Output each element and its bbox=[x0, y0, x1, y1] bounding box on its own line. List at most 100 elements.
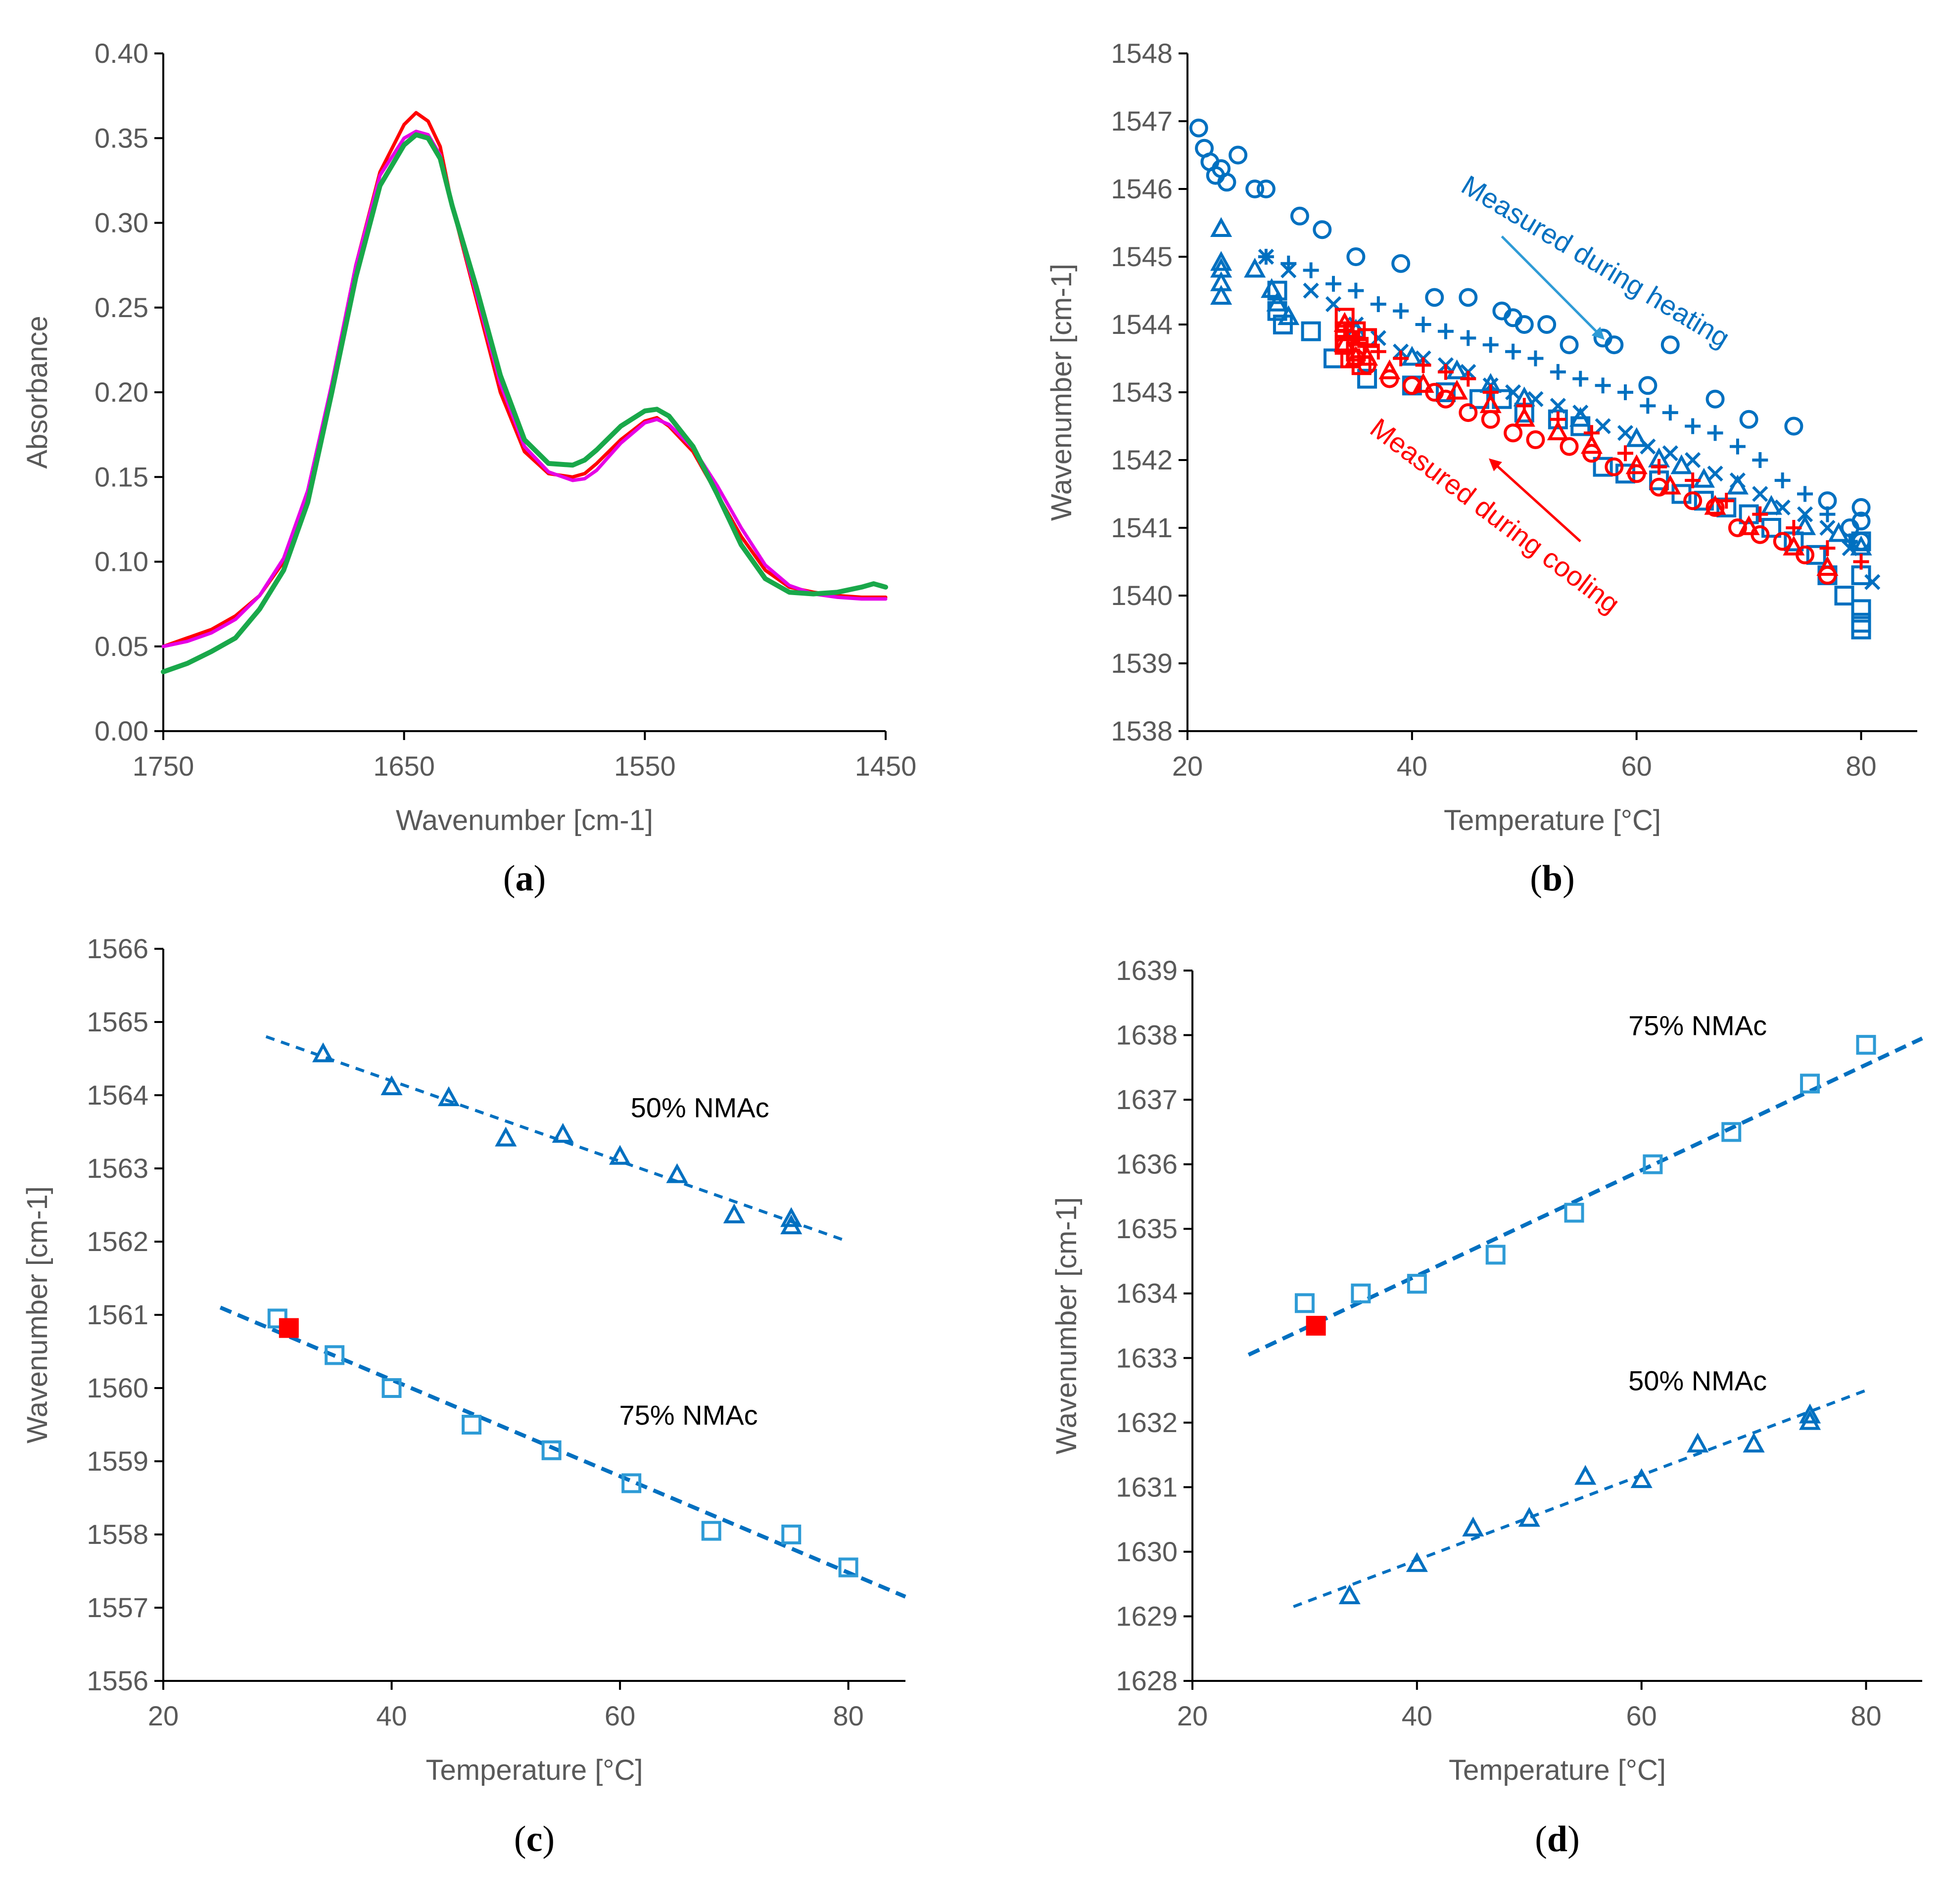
x-tick-label: 80 bbox=[1850, 1700, 1881, 1731]
data-point bbox=[1217, 173, 1236, 192]
data-point bbox=[1605, 457, 1624, 476]
data-point bbox=[1784, 417, 1803, 436]
x-tick-label: 1550 bbox=[614, 750, 676, 782]
data-point bbox=[838, 1557, 858, 1578]
y-tick-label: 1541 bbox=[1111, 512, 1173, 543]
y-tick-label: 1629 bbox=[1116, 1600, 1178, 1631]
data-point bbox=[780, 1214, 803, 1235]
panel-label-close: ) bbox=[534, 858, 546, 899]
data-point bbox=[1459, 288, 1478, 307]
x-tick-label: 40 bbox=[1397, 750, 1427, 782]
data-point bbox=[1313, 220, 1332, 239]
data-point bbox=[1595, 418, 1611, 434]
y-axis-title: Wavenumber [cm-1] bbox=[21, 1186, 53, 1443]
annotation-arrow bbox=[1501, 235, 1605, 340]
x-tick-label: 20 bbox=[1177, 1700, 1208, 1731]
trend-line bbox=[219, 1305, 906, 1599]
data-point bbox=[1301, 321, 1321, 341]
data-point bbox=[1357, 369, 1377, 389]
data-point bbox=[1729, 472, 1746, 489]
data-point bbox=[495, 1126, 517, 1147]
series-label: 75% NMAc bbox=[1628, 1010, 1767, 1041]
data-point bbox=[1752, 506, 1768, 522]
data-point bbox=[1460, 371, 1476, 387]
data-point bbox=[1280, 262, 1297, 279]
panel-label-close: ) bbox=[1563, 858, 1575, 899]
data-point bbox=[1303, 262, 1319, 279]
data-point bbox=[1459, 403, 1478, 422]
data-point bbox=[1485, 1245, 1506, 1265]
data-point bbox=[1650, 477, 1669, 497]
data-point bbox=[1595, 377, 1611, 394]
y-tick-label: 1558 bbox=[87, 1519, 148, 1550]
data-point bbox=[1851, 619, 1871, 640]
y-tick-label: 1542 bbox=[1111, 444, 1173, 475]
data-point bbox=[1267, 280, 1287, 301]
data-point bbox=[1340, 348, 1361, 369]
data-point bbox=[1290, 206, 1309, 226]
data-point bbox=[1393, 350, 1409, 367]
data-point bbox=[1760, 495, 1783, 515]
data-point bbox=[1570, 416, 1591, 436]
data-point bbox=[1446, 379, 1468, 400]
panel-label-open: ( bbox=[514, 1819, 526, 1859]
data-point bbox=[1617, 445, 1633, 462]
panel-label-letter: a bbox=[516, 858, 534, 899]
data-point bbox=[1210, 217, 1232, 237]
data-point bbox=[1704, 495, 1726, 515]
y-tick-label: 1635 bbox=[1116, 1213, 1178, 1244]
data-point bbox=[1685, 472, 1701, 489]
x-tick-label: 1750 bbox=[133, 750, 194, 782]
data-point bbox=[1662, 445, 1678, 462]
data-point bbox=[1783, 535, 1805, 556]
data-point bbox=[1348, 282, 1364, 299]
data-point bbox=[1774, 499, 1791, 516]
data-point bbox=[1256, 180, 1276, 198]
data-point bbox=[1625, 454, 1648, 474]
data-point bbox=[462, 1415, 482, 1435]
data-point bbox=[1560, 437, 1579, 456]
panel-d: 1628 1629 1630 1631 1632 1633 1634 1635 1636 1637… bbox=[1050, 955, 1923, 1859]
data-point bbox=[1437, 323, 1454, 339]
data-point bbox=[1407, 1274, 1427, 1294]
data-point bbox=[1834, 586, 1854, 605]
data-point bbox=[1819, 519, 1836, 536]
y-tick-label: 1560 bbox=[87, 1372, 148, 1403]
data-point bbox=[1617, 425, 1634, 441]
y-tick-label: 1538 bbox=[1111, 715, 1173, 746]
data-point bbox=[1851, 511, 1871, 531]
panel-label: (b) bbox=[1530, 858, 1574, 899]
data-point bbox=[1605, 335, 1624, 355]
data-point bbox=[1687, 1433, 1709, 1453]
data-point bbox=[1583, 425, 1600, 441]
data-point bbox=[1479, 393, 1502, 414]
data-point bbox=[1351, 1283, 1371, 1303]
data-point bbox=[781, 1525, 802, 1544]
data-point bbox=[1660, 335, 1680, 355]
series-label: 75% NMAc bbox=[619, 1399, 758, 1431]
data-point bbox=[1659, 474, 1681, 495]
x-tick-label: 40 bbox=[376, 1700, 407, 1731]
data-point bbox=[1728, 518, 1747, 537]
y-tick-label: 0.30 bbox=[95, 207, 148, 238]
panel-label: (c) bbox=[514, 1819, 555, 1859]
x-tick-label: 40 bbox=[1402, 1700, 1432, 1731]
y-tick-label: 1636 bbox=[1116, 1149, 1178, 1180]
data-point bbox=[1245, 180, 1265, 198]
data-point bbox=[1370, 330, 1386, 346]
panel-label-letter: c bbox=[526, 1819, 543, 1859]
x-axis-title: Wavenumber [cm-1] bbox=[396, 804, 653, 836]
data-point bbox=[1630, 1468, 1653, 1488]
y-axis-title: Wavenumber [cm-1] bbox=[1050, 1197, 1083, 1454]
data-point bbox=[1412, 372, 1434, 393]
data-point bbox=[1415, 357, 1431, 373]
data-point bbox=[666, 1163, 688, 1183]
data-point bbox=[1406, 1552, 1428, 1572]
y-tick-label: 1566 bbox=[87, 933, 148, 964]
x-tick-label: 80 bbox=[1846, 750, 1876, 782]
data-point bbox=[1504, 423, 1523, 443]
data-point bbox=[1816, 556, 1839, 576]
data-point bbox=[1210, 284, 1232, 305]
y-tick-label: 1540 bbox=[1111, 580, 1173, 611]
